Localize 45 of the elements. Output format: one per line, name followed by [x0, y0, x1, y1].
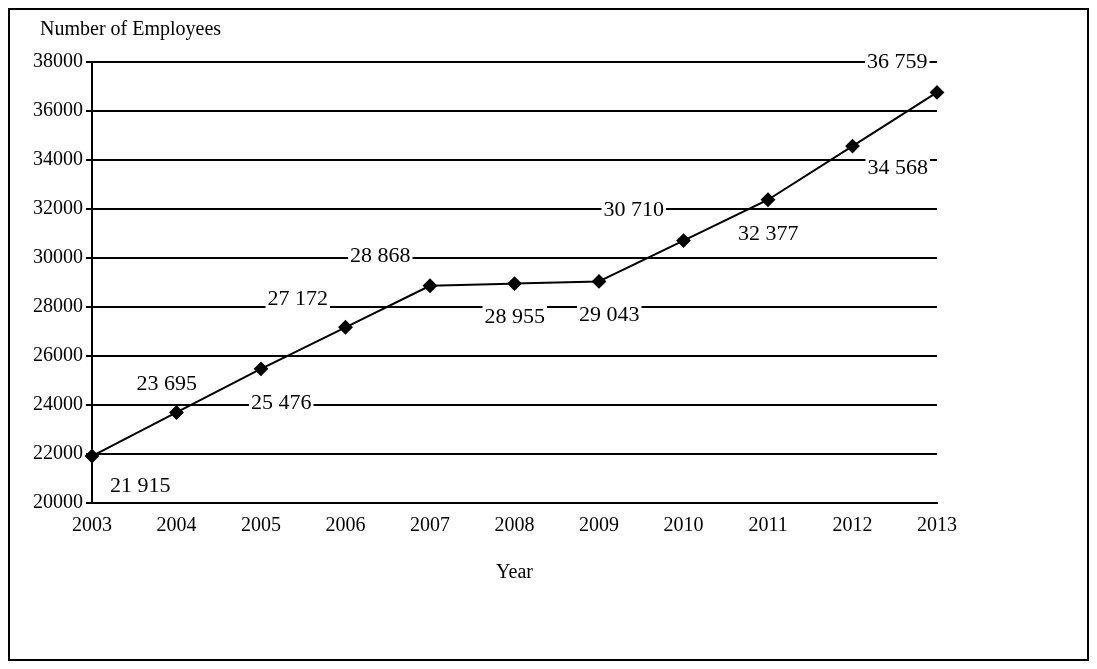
data-label: 28 955 [484, 303, 545, 329]
y-tick-label: 38000 [33, 49, 83, 72]
y-tick-label: 20000 [33, 490, 83, 513]
data-label: 21 915 [110, 471, 171, 497]
y-tick-label: 26000 [33, 343, 83, 366]
x-tick-label: 2007 [410, 513, 450, 536]
x-axis-title: Year [496, 560, 534, 583]
y-axis-title: Number of Employees [40, 17, 222, 41]
point [423, 278, 437, 293]
x-tick-label: 2011 [748, 513, 788, 536]
data-label: 28 868 [350, 241, 411, 267]
point [676, 233, 691, 248]
data-label: 36 759 [867, 48, 928, 74]
data-label: 23 695 [136, 370, 197, 396]
data-label: 25 476 [251, 388, 312, 414]
x-tick-label: 2008 [494, 513, 535, 536]
point [169, 405, 184, 420]
point [254, 361, 268, 376]
y-tick-label: 24000 [33, 392, 83, 415]
y-tick-label: 30000 [33, 245, 83, 268]
x-tick-label: 2003 [72, 513, 112, 536]
data-label: 27 172 [267, 285, 328, 311]
y-tick-label: 32000 [33, 196, 83, 219]
x-tick-label: 2013 [917, 513, 957, 536]
x-tick-label: 2012 [832, 513, 873, 536]
point [761, 192, 775, 207]
point [592, 274, 606, 289]
data-label: 30 710 [603, 196, 664, 222]
x-tick-label: 2009 [579, 513, 619, 536]
x-tick-label: 2004 [156, 513, 197, 536]
data-label: 34 568 [867, 153, 928, 179]
x-tick-label: 2006 [325, 513, 366, 536]
point [85, 449, 99, 464]
point [338, 320, 353, 335]
y-tick-label: 22000 [33, 441, 83, 464]
x-tick-label: 2005 [241, 513, 281, 536]
y-tick-label: 34000 [33, 147, 83, 170]
point [930, 85, 944, 100]
point [845, 139, 860, 154]
point [507, 276, 522, 291]
x-tick-label: 2010 [663, 513, 704, 536]
y-tick-label: 28000 [33, 294, 83, 317]
data-label: 29 043 [579, 301, 640, 327]
y-tick-label: 36000 [33, 98, 83, 121]
data-label: 32 377 [738, 219, 799, 245]
